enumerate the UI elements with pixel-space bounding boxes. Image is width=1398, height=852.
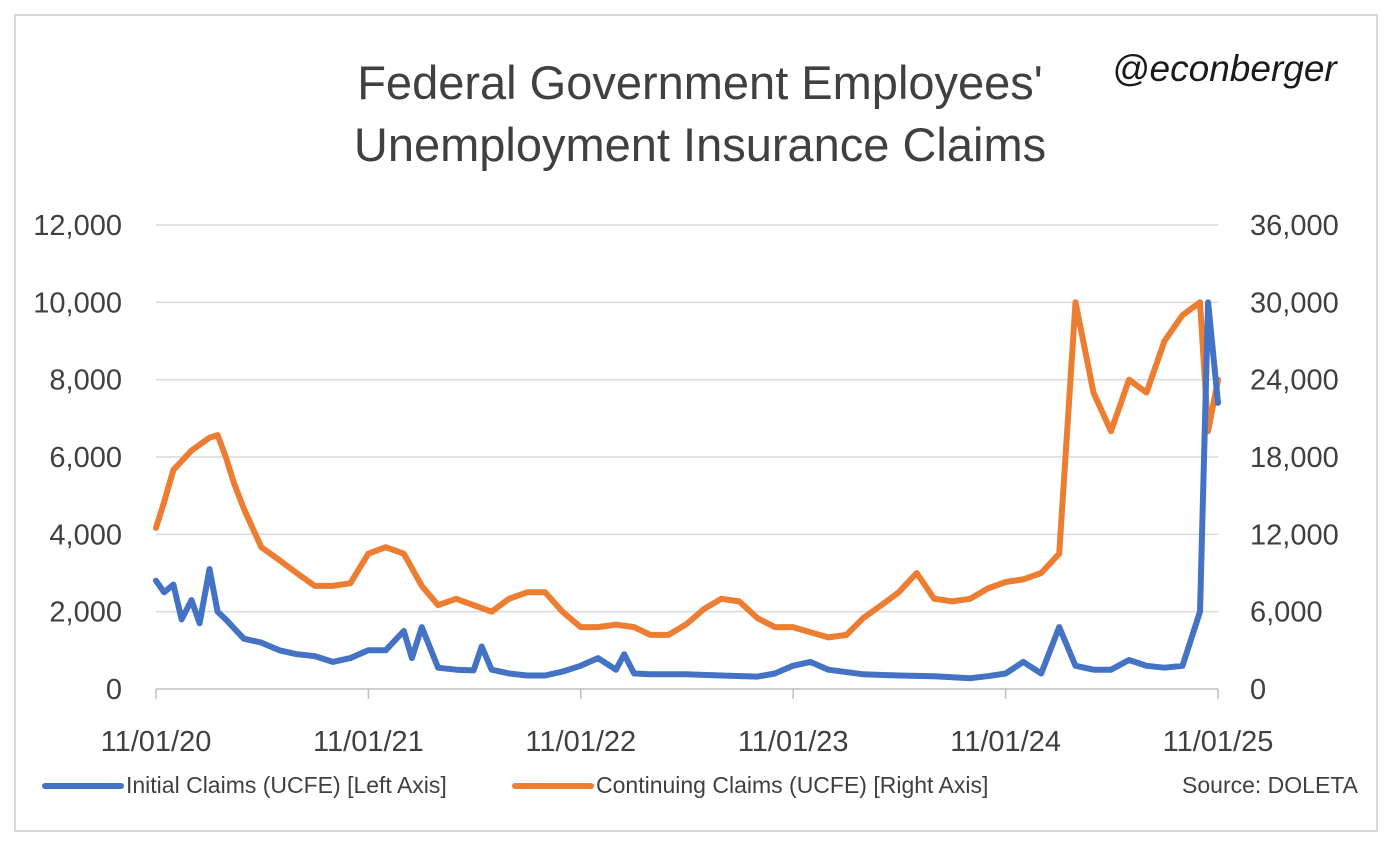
series-lines: [153, 299, 1221, 682]
x-tick-label: 11/01/23: [738, 726, 849, 758]
series-line-initial-claims: [153, 299, 1221, 682]
author-handle: @econberger: [1112, 48, 1337, 89]
y-right-tick-label: 36,000: [1250, 210, 1339, 242]
legend-swatch-initial-claims: [42, 782, 124, 789]
y-left-tick-label: 6,000: [49, 442, 122, 474]
legend-item-initial-claims: Initial Claims (UCFE) [Left Axis]: [42, 772, 447, 799]
legend-item-continuing-claims: Continuing Claims (UCFE) [Right Axis]: [512, 772, 988, 799]
y-right-tick-label: 24,000: [1250, 365, 1339, 397]
y-right-tick-label: 12,000: [1250, 519, 1339, 551]
legend: Initial Claims (UCFE) [Left Axis] Contin…: [0, 772, 1398, 818]
series-line-continuing-claims: [153, 299, 1221, 641]
chart-frame: [14, 14, 1378, 832]
x-tick-label: 11/01/22: [525, 726, 636, 758]
y-right-tick-label: 6,000: [1250, 597, 1323, 629]
legend-label-initial-claims: Initial Claims (UCFE) [Left Axis]: [126, 772, 447, 798]
source-note: Source: DOLETA: [1182, 772, 1358, 798]
y-left-tick-label: 4,000: [49, 519, 122, 551]
legend-swatch-continuing-claims: [512, 782, 594, 789]
x-tick-label: 11/01/20: [101, 726, 212, 758]
chart-title-line-2: Unemployment Insurance Claims: [353, 118, 1047, 171]
y-left-tick-label: 2,000: [49, 597, 122, 629]
y-left-tick-label: 12,000: [33, 210, 122, 242]
axes: [155, 688, 1219, 699]
y-right-tick-label: 30,000: [1250, 287, 1339, 319]
legend-label-continuing-claims: Continuing Claims (UCFE) [Right Axis]: [596, 772, 989, 798]
y-left-tick-label: 0: [106, 674, 122, 706]
x-tick-label: 11/01/21: [313, 726, 424, 758]
x-tick-label: 11/01/25: [1163, 726, 1274, 758]
y-left-tick-label: 10,000: [33, 287, 122, 319]
x-tick-label: 11/01/24: [950, 726, 1061, 758]
gridlines: [156, 224, 1218, 613]
y-left-tick-label: 8,000: [49, 365, 122, 397]
chart-title-line-1: Federal Government Employees': [357, 56, 1043, 109]
y-right-tick-label: 0: [1250, 674, 1266, 706]
chart-title: Federal Government Employees' Unemployme…: [250, 52, 1150, 176]
tick-labels: 0 0 2,000 6,000 4,000 12,000 6,000 18,000 8,000 2…: [33, 210, 1338, 758]
y-right-tick-label: 18,000: [1250, 442, 1339, 474]
